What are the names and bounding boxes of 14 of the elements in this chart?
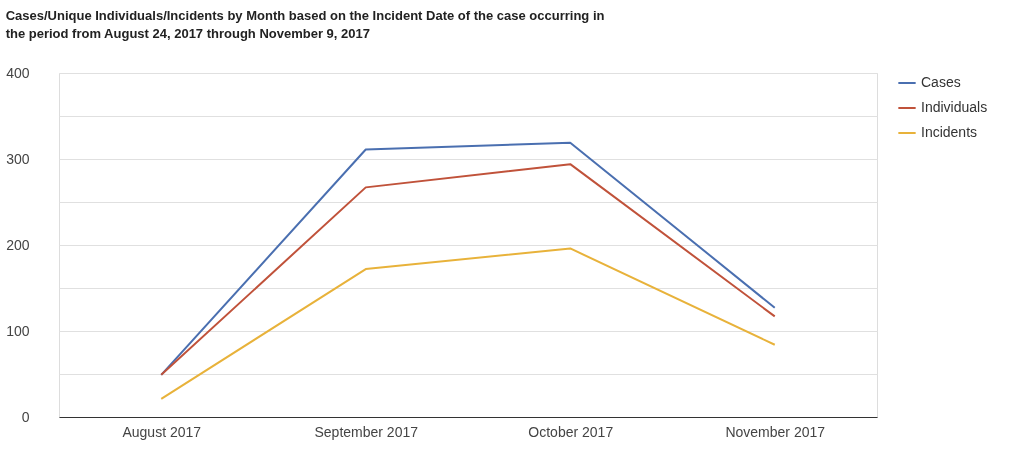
y-tick-label: 0 <box>21 408 30 425</box>
x-tick-label: November 2017 <box>725 423 826 440</box>
x-tick-label: September 2017 <box>314 423 419 440</box>
x-tick-label: August 2017 <box>122 423 202 440</box>
y-tick-label: 200 <box>6 236 30 253</box>
line-series <box>160 247 776 400</box>
y-tick-label: 100 <box>6 322 30 339</box>
legend-label: Incidents <box>921 124 978 140</box>
legend-label: Cases <box>921 74 961 90</box>
y-tick-label: 400 <box>6 64 30 81</box>
chart-title: Cases/Unique Individuals/Incidents by Month based on the Incident Date of the case occurring in the period from August 24, 2017 through November 9, 2017 <box>5 8 605 41</box>
x-tick-label: October 2017 <box>528 423 614 440</box>
y-tick-label: 300 <box>6 150 30 167</box>
legend-label: Individuals <box>921 99 988 115</box>
